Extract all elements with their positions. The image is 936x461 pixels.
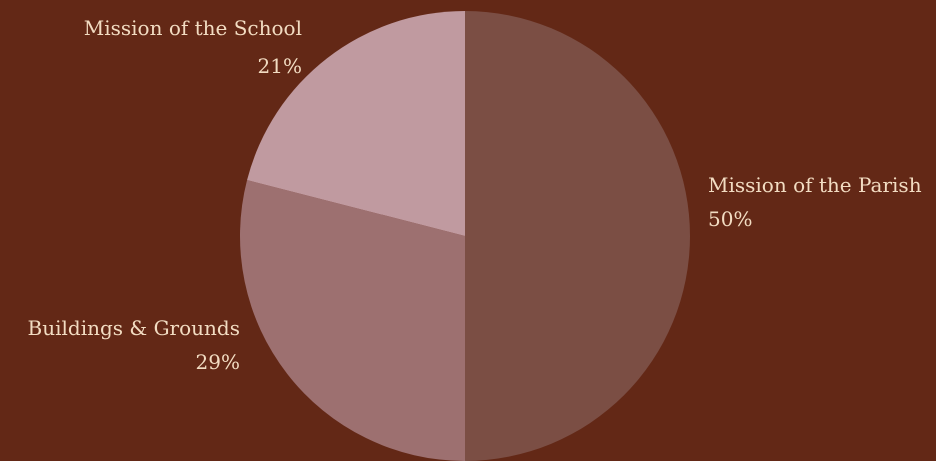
slice-label-percent: 29% [196, 350, 240, 374]
slice-label-mission-of-the-parish: Mission of the Parish 50% [708, 173, 922, 231]
pie-slices [239, 11, 690, 461]
pie-slice-buildings-and-grounds [239, 180, 465, 461]
slice-label-percent: 21% [258, 54, 302, 78]
slice-label-name: Mission of the School [84, 16, 302, 40]
pie-slice-mission-of-the-school [247, 11, 465, 236]
slice-label-percent: 50% [708, 207, 752, 231]
slice-label-name: Buildings & Grounds [28, 316, 240, 340]
pie-slice-mission-of-the-parish [465, 11, 690, 461]
slice-label-buildings-and-grounds: Buildings & Grounds 29% [28, 316, 240, 374]
slice-label-name: Mission of the Parish [708, 173, 922, 197]
slice-label-mission-of-the-school: Mission of the School 21% [84, 16, 302, 78]
